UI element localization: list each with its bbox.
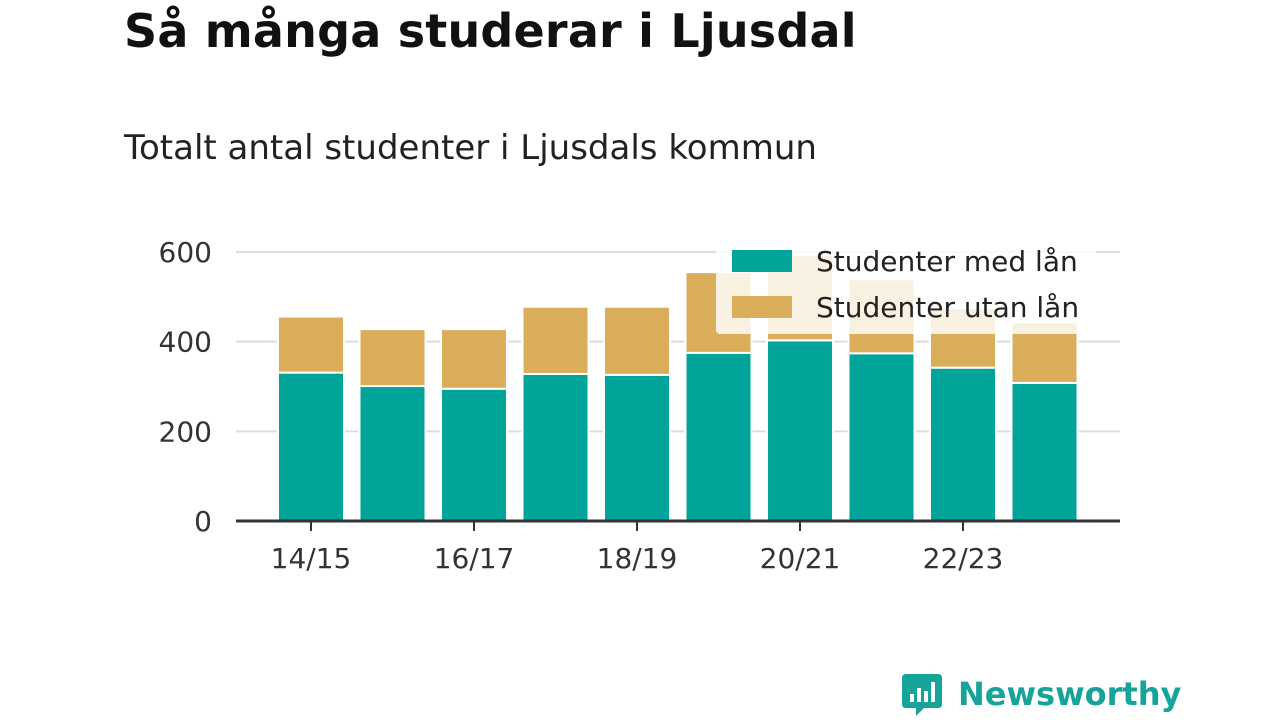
bar-segment-med-lan [766,339,834,522]
chart-subtitle: Totalt antal studenter i Ljusdals kommun [124,128,817,168]
bar-segment-utan-lan [277,315,345,374]
legend: Studenter med lån Studenter utan lån [716,238,1096,334]
legend-label: Studenter med lån [816,245,1078,278]
bar-segment-utan-lan [358,328,427,388]
legend-swatch [732,250,792,272]
bar-segment-med-lan [847,352,916,522]
y-tick-label: 400 [159,326,212,359]
brand-name: Newsworthy [958,675,1182,713]
bar-segment-utan-lan [521,305,590,375]
bar-segment-med-lan [929,366,997,523]
chart-title: Så många studerar i Ljusdal [124,4,857,58]
axes: 0 200 400 600 14/15 16/17 18/19 20/21 22/23 [159,236,1120,575]
x-tick-label: 16/17 [434,542,515,575]
y-tick-label: 200 [159,415,212,448]
y-tick-label: 0 [194,505,212,538]
bar-segment-med-lan [521,372,590,522]
bar-segment-utan-lan [603,305,671,376]
legend-swatch [732,296,792,318]
newsworthy-logo-icon [902,674,942,716]
bar-segment-med-lan [358,385,427,522]
x-tick-label: 20/21 [760,542,841,575]
newsworthy-brand: Newsworthy [902,672,1181,716]
bar-segment-utan-lan [440,328,508,390]
bar-segment-med-lan [684,351,753,522]
bar-segment-med-lan [1010,381,1079,522]
bar-segment-med-lan [277,371,345,522]
bar-segment-med-lan [603,373,671,522]
y-tick-label: 600 [159,236,212,269]
x-tick-label: 18/19 [597,542,678,575]
bar-segment-med-lan [440,387,508,522]
x-tick-label: 14/15 [271,542,352,575]
legend-label: Studenter utan lån [816,291,1079,324]
x-tick-label: 22/23 [923,542,1004,575]
legend-box [716,238,1096,334]
